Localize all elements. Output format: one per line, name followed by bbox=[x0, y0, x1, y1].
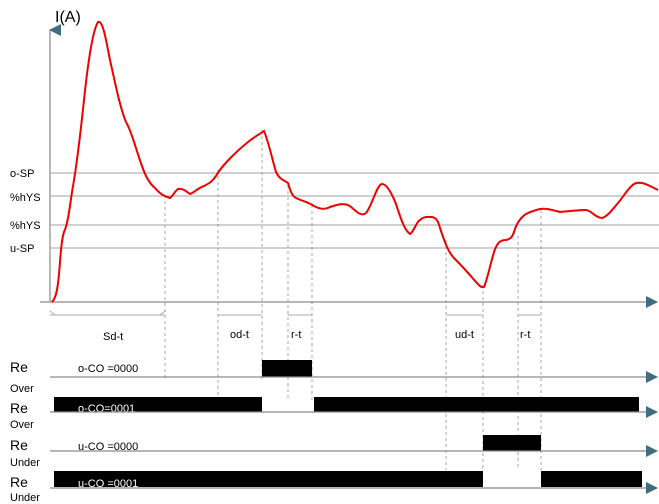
sd-t-tick-right bbox=[159, 310, 166, 316]
current-curve bbox=[51, 21, 659, 303]
relay2-active-bar-right bbox=[314, 397, 639, 412]
od-t-label: od-t bbox=[230, 329, 249, 341]
hys-lower-label: %hYS bbox=[10, 220, 41, 232]
relay1-setting-label: o-CO =0000 bbox=[78, 363, 138, 375]
relay2-setting-label: o-CO=0001 bbox=[78, 403, 135, 415]
sd-t-label: Sd-t bbox=[103, 331, 123, 343]
relay3-active-bar bbox=[483, 435, 541, 451]
relay4-setting-label: u-CO =0001 bbox=[78, 478, 138, 490]
relay1-over-label: Over bbox=[10, 383, 34, 395]
rt1-label: r-t bbox=[291, 329, 301, 341]
sd-t-tick-left bbox=[49, 310, 56, 316]
u-sp-label: u-SP bbox=[10, 243, 34, 255]
relay1-re-label: Re bbox=[10, 359, 28, 375]
relay3-re-label: Re bbox=[10, 437, 28, 453]
hys-upper-label: %hYS bbox=[10, 192, 41, 204]
relay4-active-bar-left bbox=[54, 471, 483, 487]
relay1-active-bar bbox=[262, 360, 312, 377]
y-axis-label: I(A) bbox=[55, 9, 81, 26]
relay2-over-label: Over bbox=[10, 419, 34, 431]
rt2-label: r-t bbox=[520, 329, 530, 341]
ud-t-label: ud-t bbox=[455, 329, 474, 341]
relay4-active-bar-right bbox=[541, 471, 642, 487]
guide-lines bbox=[164, 130, 542, 470]
relay4-under-label: Under bbox=[10, 492, 40, 504]
interval-marks bbox=[49, 310, 541, 316]
relay4-re-label: Re bbox=[10, 474, 28, 490]
relay2-re-label: Re bbox=[10, 400, 28, 416]
o-sp-label: o-SP bbox=[10, 168, 34, 180]
relay3-under-label: Under bbox=[10, 457, 40, 469]
relay2-active-bar-left bbox=[54, 397, 262, 412]
relay3-setting-label: u-CO =0000 bbox=[78, 441, 138, 453]
